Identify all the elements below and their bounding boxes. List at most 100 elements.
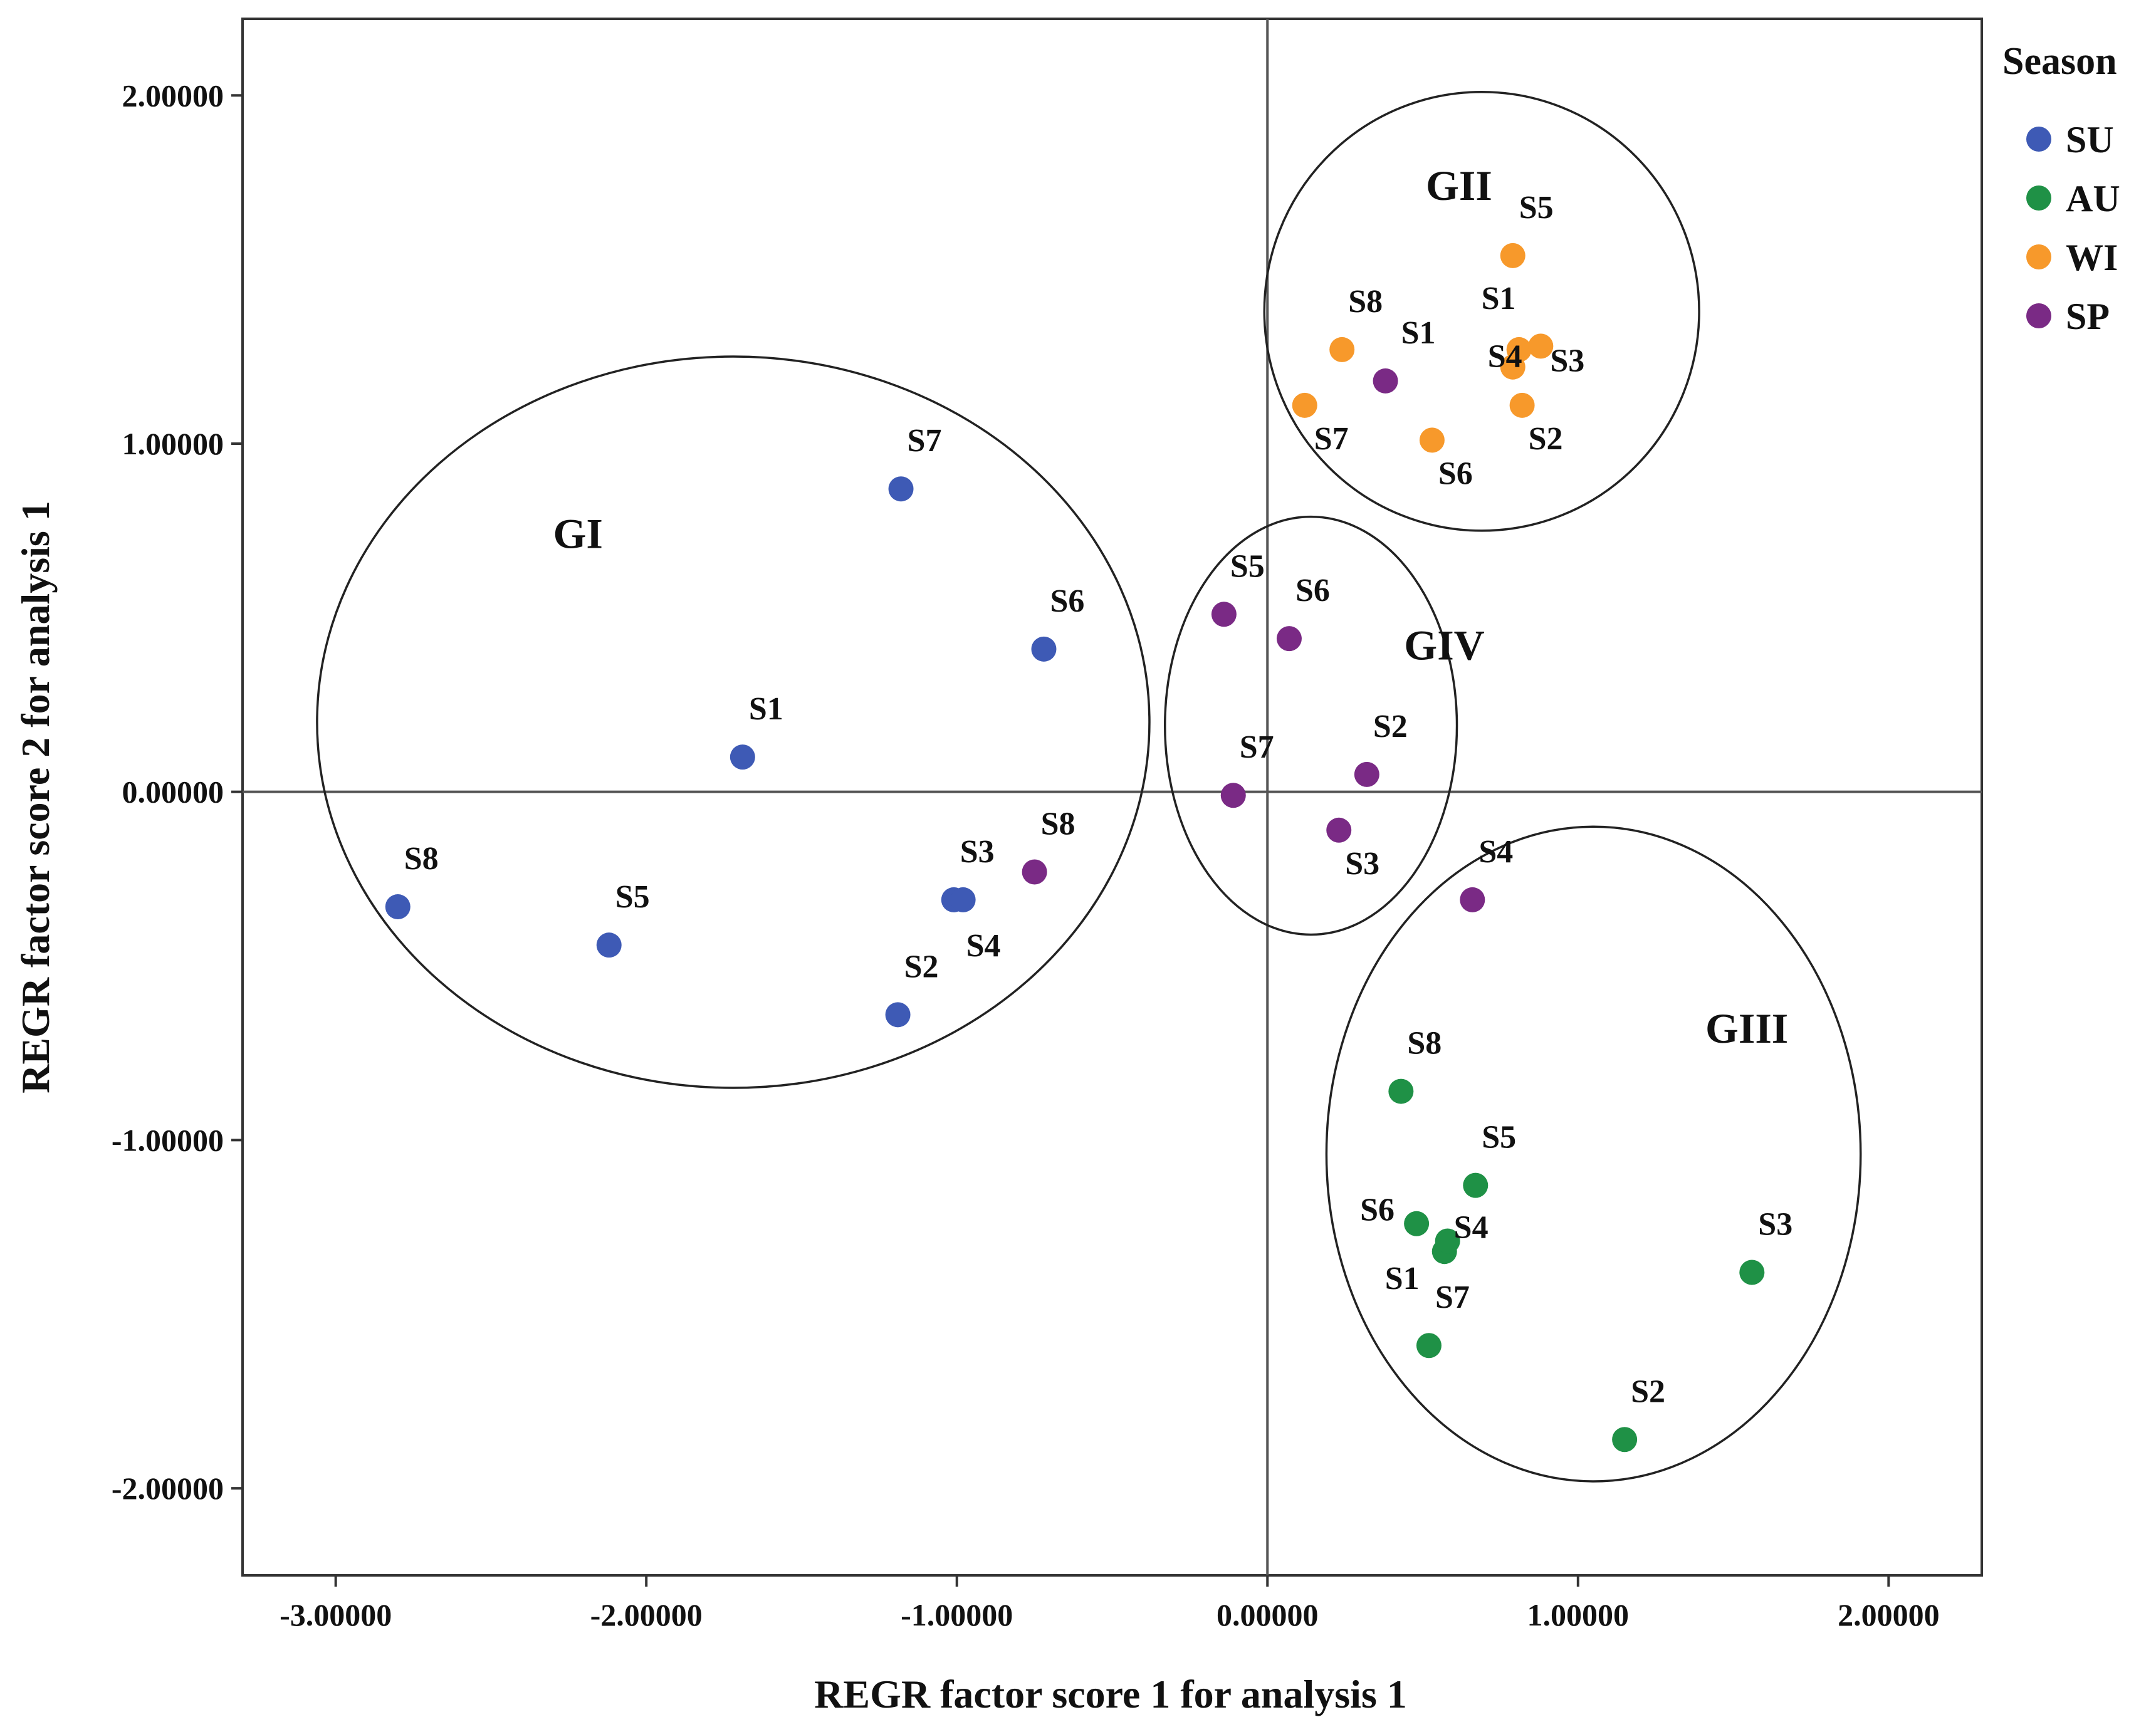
point-su-s2 xyxy=(885,1002,911,1028)
legend-label-sp: SP xyxy=(2066,296,2110,337)
y-tick-label: 1.00000 xyxy=(122,426,224,461)
group-labels: GI GII GIII GIV xyxy=(553,162,1789,1052)
point-labels: S1 S2 S3 S4 S5 S6 S7 S8 S1 S2 S3 S4 S5 S6 S7 S8 S1 S2 S3 S4… xyxy=(404,190,1792,1409)
point-au-s5 xyxy=(1463,1172,1489,1198)
point-au-s4 xyxy=(1435,1228,1460,1254)
point-label: S3 xyxy=(1550,343,1584,378)
point-label: S6 xyxy=(1360,1192,1395,1228)
point-su-s6 xyxy=(1031,636,1057,662)
point-au-s8 xyxy=(1388,1078,1414,1104)
point-sp-s7 xyxy=(1220,783,1246,808)
cluster-ellipses xyxy=(316,90,1862,1483)
point-label: S6 xyxy=(1295,573,1330,608)
group-label-giii: GIII xyxy=(1705,1004,1788,1052)
x-tick-label: -3.00000 xyxy=(280,1597,392,1632)
cluster-ellipse-giii xyxy=(1325,825,1862,1483)
x-tick-label: -2.00000 xyxy=(590,1597,703,1632)
point-label: S2 xyxy=(1529,421,1563,457)
point-label: S4 xyxy=(966,928,1001,964)
group-label-gii: GII xyxy=(1426,162,1492,209)
point-label: S8 xyxy=(1348,284,1383,320)
group-label-gi: GI xyxy=(553,510,603,558)
point-label: S6 xyxy=(1050,583,1084,619)
legend-marker-au xyxy=(2026,185,2051,211)
point-label: S4 xyxy=(1454,1210,1489,1246)
data-points xyxy=(385,243,1765,1453)
point-label: S3 xyxy=(1345,846,1379,882)
y-tick-label: -1.00000 xyxy=(112,1122,224,1157)
point-label: S5 xyxy=(615,879,650,915)
legend-marker-sp xyxy=(2026,303,2051,328)
x-tick-label: -1.00000 xyxy=(901,1597,1013,1632)
legend-title: Season xyxy=(2002,40,2117,83)
point-sp-s5 xyxy=(1211,602,1237,627)
point-wi-s8 xyxy=(1329,337,1355,362)
x-axis-title: REGR factor score 1 for analysis 1 xyxy=(814,1672,1407,1716)
cluster-ellipse-giv xyxy=(1163,515,1458,936)
point-wi-s3 xyxy=(1528,333,1554,359)
point-label: S1 xyxy=(749,691,783,727)
point-sp-s2 xyxy=(1354,761,1379,787)
x-tick-label: 2.00000 xyxy=(1838,1597,1940,1632)
legend: Season SU AU WI SP xyxy=(2002,40,2120,337)
y-axis-title: REGR factor score 2 for analysis 1 xyxy=(13,501,58,1093)
point-sp-s1 xyxy=(1373,368,1398,394)
legend-label-au: AU xyxy=(2066,178,2120,219)
point-au-s7 xyxy=(1416,1333,1442,1359)
point-label: S7 xyxy=(1240,729,1274,765)
legend-marker-su xyxy=(2026,127,2051,152)
y-tick-label: 0.00000 xyxy=(122,775,224,810)
point-wi-s5 xyxy=(1500,243,1525,268)
y-tick-label: -2.00000 xyxy=(112,1471,224,1506)
point-label: S3 xyxy=(960,834,995,870)
plot-background xyxy=(241,18,1983,1577)
point-label: S8 xyxy=(1407,1026,1442,1062)
legend-label-wi: WI xyxy=(2066,237,2118,278)
point-label: S6 xyxy=(1438,456,1473,491)
point-label: S8 xyxy=(404,841,439,877)
point-label: S5 xyxy=(1519,190,1554,226)
x-axis: -3.00000 -2.00000 -1.00000 0.00000 1.00000 2.… xyxy=(280,1575,1940,1632)
point-label: S2 xyxy=(1373,709,1408,744)
point-label: S2 xyxy=(904,949,939,984)
point-label: S5 xyxy=(1482,1120,1516,1156)
point-au-s3 xyxy=(1739,1260,1765,1285)
point-label: S2 xyxy=(1631,1374,1665,1409)
point-au-s6 xyxy=(1404,1211,1430,1236)
point-label: S5 xyxy=(1230,548,1265,584)
point-wi-s6 xyxy=(1419,427,1445,453)
group-label-giv: GIV xyxy=(1404,621,1484,669)
point-label: S7 xyxy=(908,423,942,459)
point-wi-s2 xyxy=(1509,392,1535,418)
point-su-s7 xyxy=(888,476,914,502)
point-label: S7 xyxy=(1435,1280,1470,1315)
point-label: S1 xyxy=(1482,281,1516,316)
point-label: S4 xyxy=(1488,339,1522,375)
point-label: S4 xyxy=(1478,834,1513,870)
point-label: S1 xyxy=(1401,315,1436,351)
point-su-s4 xyxy=(950,887,976,912)
point-label: S1 xyxy=(1385,1261,1420,1297)
legend-label-su: SU xyxy=(2066,119,2114,160)
point-wi-s7 xyxy=(1292,392,1317,418)
point-su-s8 xyxy=(385,894,411,920)
point-sp-s6 xyxy=(1276,626,1302,652)
cluster-ellipse-gii xyxy=(1263,90,1700,532)
point-sp-s4 xyxy=(1460,887,1485,912)
point-label: S8 xyxy=(1041,806,1075,842)
point-label: S3 xyxy=(1758,1207,1792,1243)
point-sp-s3 xyxy=(1326,817,1352,843)
y-axis: 2.00000 1.00000 0.00000 -1.00000 -2.00000 xyxy=(112,78,243,1506)
cluster-ellipse-gi xyxy=(316,355,1151,1089)
x-tick-label: 1.00000 xyxy=(1527,1597,1630,1632)
point-su-s1 xyxy=(730,744,755,770)
legend-marker-wi xyxy=(2026,244,2051,269)
x-tick-label: 0.00000 xyxy=(1217,1597,1319,1632)
point-su-s5 xyxy=(596,932,622,958)
point-au-s2 xyxy=(1612,1427,1638,1453)
y-tick-label: 2.00000 xyxy=(122,78,224,113)
point-label: S7 xyxy=(1314,421,1349,457)
point-wi-s4 xyxy=(1500,354,1525,380)
point-sp-s8 xyxy=(1022,859,1047,885)
